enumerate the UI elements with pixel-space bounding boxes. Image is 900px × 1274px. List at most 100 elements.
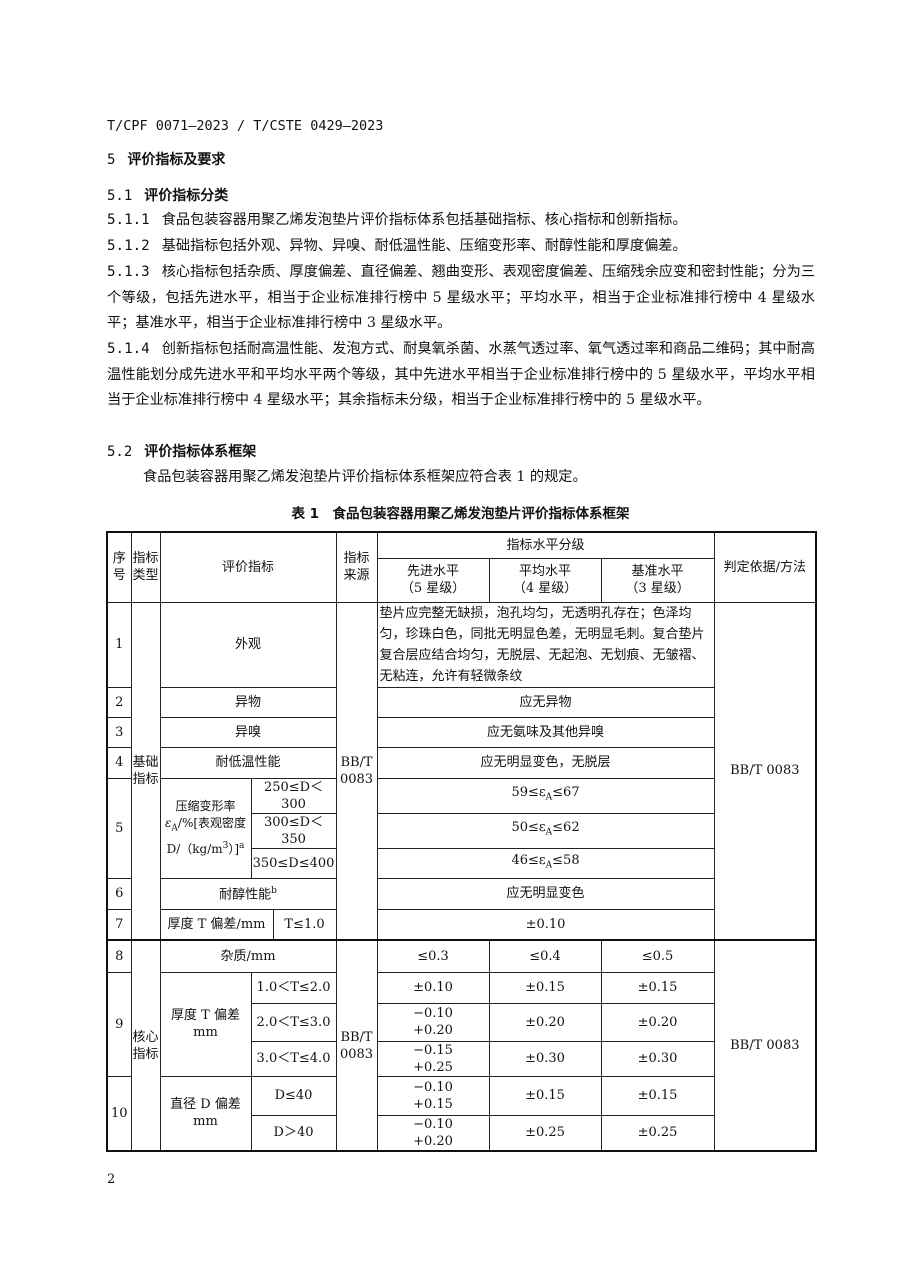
label-part: 厚度 T 偏差 (171, 1008, 240, 1023)
row-indicator: 厚度 T 偏差/mm (159, 908, 274, 941)
value-part: ≤62 (552, 820, 580, 836)
row-indicator: 杂质/mm (159, 939, 337, 973)
row-requirement: 垫片应完整无缺损，泡孔均匀，无透明孔存在；色泽均匀，珍珠白色，同批无明显色差，无… (376, 601, 715, 688)
advanced-value: −0.10 +0.15 (376, 1075, 490, 1116)
row-indicator: 耐低温性能 (159, 746, 337, 779)
row-requirement: 46≤εA≤58 (376, 847, 715, 879)
clause-number: 5.1.2 (107, 238, 150, 254)
clause-number: 5.1.1 (107, 212, 150, 228)
section-number: 5.2 (107, 444, 133, 460)
table-row: 4 耐低温性能 应无明显变色，无脱层 (106, 746, 816, 779)
page-number: 2 (107, 1172, 116, 1187)
label-part: mm (193, 1114, 218, 1130)
table-caption: 表 1 食品包装容器用聚乙烯发泡垫片评价指标体系框架 (291, 506, 630, 522)
row-condition: 250≤D＜300 (250, 777, 337, 814)
value-line: +0.20 (413, 1023, 453, 1038)
baseline-value: ±0.25 (600, 1114, 715, 1152)
row-condition: 3.0＜T≤4.0 (250, 1040, 337, 1077)
footnote-mark: b (271, 886, 277, 897)
clause-5-1-4: 5.1.4 创新指标包括耐高温性能、发泡方式、耐臭氧杀菌、水蒸气透过率、氧气透过率… (107, 337, 815, 414)
row-indicator: 压缩变形率 εA/%[表观密度 D/（kg/m3）]a (159, 777, 252, 879)
value-part: ≤58 (552, 852, 580, 868)
row-condition: 1.0＜T≤2.0 (250, 971, 337, 1004)
baseline-value: ±0.20 (600, 1002, 715, 1042)
value-line: +0.20 (413, 1133, 453, 1149)
level-name: 基准水平 (631, 564, 684, 579)
value-part: A (545, 792, 553, 803)
clause-text: 创新指标包括耐高温性能、发泡方式、耐臭氧杀菌、水蒸气透过率、氧气透过率和商品二维… (107, 341, 815, 409)
advanced-value: −0.15 +0.25 (376, 1040, 490, 1077)
basic-type-cell: 基础指标 (130, 601, 161, 941)
baseline-value: ±0.15 (600, 971, 715, 1004)
row-indicator: 厚度 T 偏差 mm (159, 971, 252, 1077)
clause-5-1-3: 5.1.3 核心指标包括杂质、厚度偏差、直径偏差、翘曲变形、表观密度偏差、压缩残余… (107, 260, 815, 337)
label-part: 直径 D 偏差 (170, 1097, 241, 1113)
section-5-1-heading: 5.1 评价指标分类 (107, 184, 815, 210)
row-seq: 1 (106, 601, 132, 688)
value-line: +0.15 (413, 1096, 453, 1112)
row-requirement: 应无明显变色，无脱层 (376, 746, 715, 779)
row-indicator: 异物 (159, 686, 337, 718)
advanced-value: ≤0.3 (376, 939, 490, 973)
row-seq: 5 (106, 777, 132, 879)
row-condition: D≤40 (250, 1075, 337, 1116)
section-5-heading: 5 评价指标及要求 (107, 148, 815, 174)
label-part: 耐醇性能 (219, 887, 272, 903)
label-part: ε (164, 816, 172, 831)
level-star: （4 星级） (512, 581, 578, 596)
level-name: 平均水平 (519, 564, 572, 579)
value-part: A (545, 827, 553, 838)
row-condition: T≤1.0 (272, 908, 337, 941)
table-row: D＞40 −0.10 +0.20 ±0.25 ±0.25 (107, 1114, 816, 1152)
document-header: T/CPF 0071—2023 / T/CSTE 0429—2023 (107, 118, 384, 134)
row-condition: D＞40 (250, 1114, 337, 1152)
value-line: ±0.10 (413, 980, 453, 995)
section-title: 评价指标及要求 (127, 152, 226, 168)
clause-number: 5.1.3 (107, 264, 150, 280)
baseline-value: ±0.30 (600, 1040, 715, 1077)
advanced-value: −0.10 +0.20 (376, 1114, 490, 1152)
header-source: 指标来源 (335, 531, 378, 603)
table-row: 3 异嗅 应无氨味及其他异嗅 (106, 716, 816, 748)
table-row: 9 厚度 T 偏差 mm 1.0＜T≤2.0 ±0.10 ±0.15 ±0.15 (106, 971, 816, 1077)
table-row: 1 基础指标 外观 BB/T 0083 垫片应完整无缺损，泡孔均匀，无透明孔存在… (106, 601, 817, 941)
row-requirement: 应无明显变色 (376, 877, 715, 910)
row-requirement: 应无异物 (376, 686, 715, 718)
average-value: ≤0.4 (488, 939, 602, 973)
table-row: 10 直径 D 偏差 mm D≤40 −0.10 +0.15 ±0.15 ±0.15 (106, 1075, 816, 1152)
row-requirement: 应无氨味及其他异嗅 (376, 716, 715, 748)
average-value: ±0.15 (488, 1075, 602, 1116)
average-value: ±0.15 (488, 971, 602, 1004)
header-seq: 序号 (106, 531, 132, 603)
section-title: 评价指标分类 (144, 188, 229, 204)
table-row: 2 异物 应无异物 (106, 686, 816, 718)
average-value: ±0.25 (488, 1114, 602, 1152)
core-type-cell: 核心指标 (130, 939, 161, 1152)
clause-5-1-2: 5.1.2 基础指标包括外观、异物、异嗅、耐低温性能、压缩变形率、耐醇性能和厚度偏… (107, 234, 815, 260)
level-star: （5 星级） (400, 581, 466, 596)
basic-method-cell: BB/T 0083 (713, 601, 817, 941)
header-type: 指标类型 (130, 531, 161, 603)
row-indicator: 外观 (159, 601, 337, 688)
label-part: A (171, 823, 178, 834)
row-requirement: ±0.10 (376, 908, 715, 941)
value-part: 50≤ε (511, 820, 546, 836)
level-star: （3 星级） (625, 581, 690, 596)
clause-number: 5.1.4 (107, 341, 150, 357)
row-indicator: 异嗅 (159, 716, 337, 748)
label-part: /%[表观密度 (177, 816, 247, 831)
clause-5-1-1: 5.1.1 食品包装容器用聚乙烯发泡垫片评价指标体系包括基础指标、核心指标和创新指… (107, 208, 815, 234)
value-line: −0.10 (413, 1006, 453, 1021)
label-part: 3 (222, 840, 229, 851)
row-seq: 4 (106, 746, 132, 779)
value-line: −0.10 (413, 1079, 453, 1095)
value-part: 59≤ε (511, 785, 546, 801)
row-seq: 7 (106, 908, 132, 941)
value-line: −0.15 (413, 1042, 453, 1058)
table-row: 6 耐醇性能b 应无明显变色 (106, 877, 816, 910)
table-row: 3.0＜T≤4.0 −0.15 +0.25 ±0.30 ±0.30 (107, 1040, 816, 1077)
section-title: 评价指标体系框架 (144, 444, 257, 460)
advanced-value: −0.10 +0.20 (376, 1002, 490, 1042)
header-baseline: 基准水平 （3 星级） (600, 557, 715, 603)
value-line: +0.25 (413, 1059, 453, 1075)
